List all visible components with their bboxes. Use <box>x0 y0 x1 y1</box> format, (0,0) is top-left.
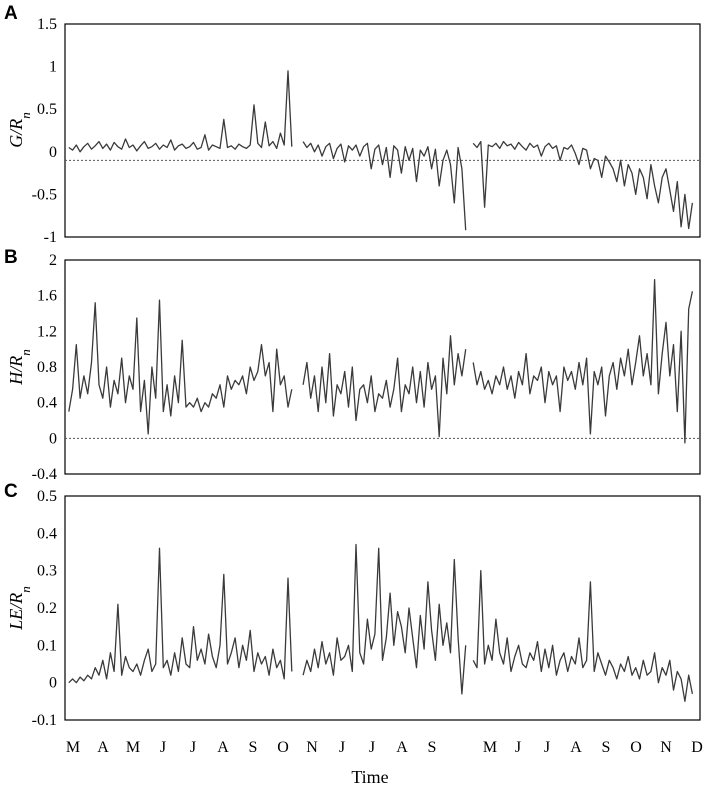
panel-b: H/Rn 2 1.6 1.2 0.8 0.4 0 -0.4 <box>6 252 701 483</box>
y-tick-label: 0.4 <box>37 395 57 412</box>
y-tick-label: 0.4 <box>37 525 57 542</box>
x-tick-label: J <box>544 739 550 756</box>
panel-letter-c: C <box>4 481 18 502</box>
series-line-segment-3 <box>472 278 694 444</box>
series-line-segment-3 <box>472 140 694 230</box>
series-line-segment-3 <box>472 570 694 702</box>
x-tick-label: J <box>339 739 345 756</box>
panel-c: LE/Rn 0.5 0.4 0.3 0.2 0.1 0 -0.1 <box>6 488 701 729</box>
panel-b-ylabel: H/Rn <box>6 349 33 386</box>
x-tick-label: O <box>630 739 642 756</box>
series-line-segment-1 <box>68 299 293 435</box>
y-tick-label: 0 <box>49 430 57 447</box>
series-line-segment-1 <box>68 547 293 684</box>
x-tick-label: S <box>249 739 258 756</box>
x-tick-label: N <box>306 739 318 756</box>
y-tick-label: -0.5 <box>32 186 57 203</box>
panel-a: G/Rn 1.5 1 0.5 0 -0.5 -1 <box>6 16 701 246</box>
panel-c-frame <box>64 495 701 721</box>
y-tick-label: 0.2 <box>37 600 57 617</box>
y-tick-label: 0.5 <box>37 488 57 505</box>
x-tick-label: A <box>570 739 582 756</box>
x-tick-label: A <box>396 739 408 756</box>
x-tick-label: M <box>483 739 497 756</box>
y-tick-label: 1.6 <box>37 288 57 305</box>
panel-letter-a: A <box>4 3 18 24</box>
x-axis-title: Time <box>351 767 388 787</box>
y-tick-label: 0.5 <box>37 101 57 118</box>
x-tick-label: J <box>190 739 196 756</box>
panel-a-frame <box>64 23 701 238</box>
x-tick-label: A <box>97 739 109 756</box>
y-tick-label: 1 <box>49 59 57 76</box>
panel-b-frame <box>64 259 701 475</box>
y-tick-label: -0.4 <box>32 466 57 483</box>
y-tick-label: 0.1 <box>37 637 57 654</box>
x-tick-label: M <box>66 739 80 756</box>
series-line-segment-2 <box>302 335 467 438</box>
x-tick-label: N <box>660 739 672 756</box>
x-tick-label: A <box>217 739 229 756</box>
x-tick-label: M <box>126 739 140 756</box>
y-tick-label: -0.1 <box>32 712 57 729</box>
x-tick-label: D <box>691 739 703 756</box>
x-tick-label: J <box>515 739 521 756</box>
y-tick-label: 2 <box>49 252 57 269</box>
panel-a-ylabel: G/Rn <box>6 112 33 148</box>
panel-c-ylabel: LE/Rn <box>6 586 33 631</box>
series-line-segment-1 <box>68 70 293 153</box>
x-tick-label: J <box>160 739 166 756</box>
panel-letter-b: B <box>4 247 18 268</box>
y-tick-label: 0 <box>49 144 57 161</box>
y-tick-label: 1.2 <box>37 323 57 340</box>
x-tick-label: O <box>277 739 289 756</box>
y-tick-label: 0.3 <box>37 563 57 580</box>
x-tick-label: J <box>369 739 375 756</box>
y-tick-label: 0 <box>49 675 57 692</box>
series-line-segment-2 <box>302 141 467 231</box>
series-line-segment-2 <box>302 543 467 695</box>
y-tick-label: 0.8 <box>37 359 57 376</box>
x-tick-label: S <box>428 739 437 756</box>
x-tick-label: S <box>602 739 611 756</box>
y-tick-label: -1 <box>44 229 57 246</box>
y-tick-label: 1.5 <box>37 16 57 33</box>
